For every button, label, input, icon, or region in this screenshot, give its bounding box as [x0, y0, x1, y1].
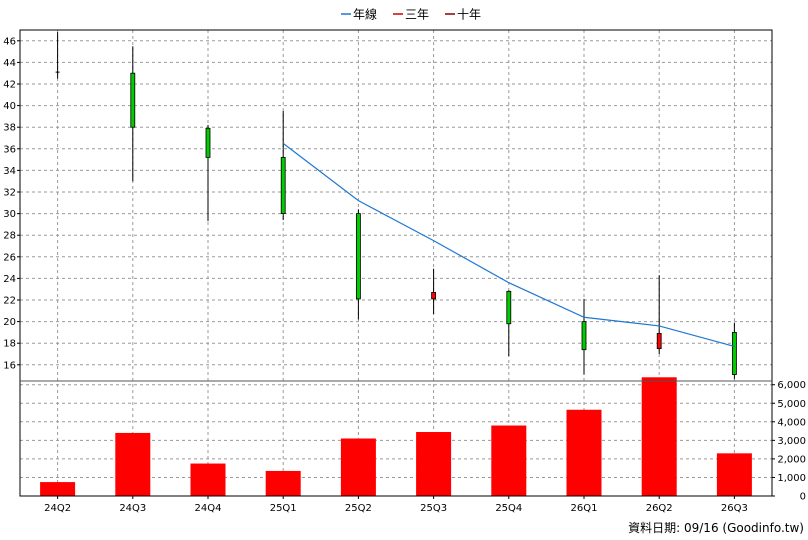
candle-body — [355, 213, 361, 300]
volume-axis-ticks: 0 1,000 2,000 3,000 4,000 5,000 6,000 — [772, 380, 806, 503]
volume-tick-label: 5,000 — [777, 399, 806, 410]
volume-bar — [40, 482, 76, 496]
volume-bar — [716, 453, 752, 496]
year-line — [282, 142, 735, 348]
price-tick-label: 20 — [3, 317, 16, 328]
x-tick-label: 25Q4 — [495, 503, 522, 514]
price-tick-label: 40 — [3, 101, 16, 112]
plot-frame — [19, 29, 773, 497]
x-tick-label: 24Q3 — [119, 503, 146, 514]
price-tick-label: 22 — [3, 296, 16, 307]
x-tick-label: 26Q1 — [571, 503, 598, 514]
price-tick-label: 26 — [3, 252, 16, 263]
volume-tick-label: 0 — [800, 492, 806, 503]
volume-bar — [641, 377, 677, 496]
candle-body — [732, 331, 737, 375]
x-tick-label: 25Q2 — [345, 503, 372, 514]
x-tick-label: 25Q3 — [420, 503, 447, 514]
price-tick-label: 16 — [3, 360, 16, 371]
volume-tick-label: 3,000 — [777, 436, 806, 447]
volume-bar — [340, 438, 376, 496]
legend: 年線 三年 十年 — [341, 7, 481, 22]
year-line-series — [282, 142, 735, 348]
volume-bar — [491, 425, 527, 496]
volume-tick-label: 6,000 — [777, 380, 806, 391]
x-tick-label: 24Q2 — [44, 503, 71, 514]
x-tick-label: 25Q1 — [270, 503, 297, 514]
x-axis-ticks: 24Q2 24Q3 24Q4 25Q1 25Q2 25Q3 25Q4 26Q1 26Q2 26Q3 — [44, 496, 748, 514]
candle-body — [431, 292, 437, 300]
price-tick-label: 30 — [3, 209, 16, 220]
plot-border — [19, 29, 773, 497]
price-tick-label: 38 — [3, 123, 16, 134]
volume-bar — [190, 463, 226, 496]
price-tick-label: 34 — [3, 166, 16, 177]
volume-bar — [265, 470, 301, 496]
price-tick-label: 36 — [3, 144, 16, 155]
price-tick-label: 42 — [3, 80, 16, 91]
candle-body — [280, 157, 286, 215]
volume-tick-label: 2,000 — [777, 454, 806, 465]
candle-body — [506, 290, 512, 325]
price-tick-label: 44 — [3, 58, 16, 69]
candle-body — [130, 72, 136, 128]
price-tick-label: 46 — [3, 36, 16, 47]
candle-body — [581, 321, 587, 351]
x-tick-label: 24Q4 — [195, 503, 222, 514]
candle-body — [656, 333, 662, 350]
volume-bar — [115, 432, 151, 496]
legend-label: 年線 — [353, 7, 377, 22]
candlesticks — [55, 32, 737, 379]
price-axis-ticks: 16 18 20 22 24 26 28 30 32 34 36 38 40 42 44 46 — [3, 36, 20, 371]
footer-source-date: 資料日期: 09/16 (Goodinfo.tw) — [628, 521, 804, 535]
legend-label: 十年 — [457, 8, 481, 22]
price-tick-label: 24 — [3, 274, 16, 285]
price-tick-label: 28 — [3, 231, 16, 242]
x-tick-label: 26Q3 — [721, 503, 748, 514]
x-tick-label: 26Q2 — [646, 503, 673, 514]
volume-bars — [40, 377, 752, 496]
price-tick-label: 32 — [3, 188, 16, 199]
volume-tick-label: 4,000 — [777, 417, 806, 428]
legend-label: 三年 — [405, 8, 429, 22]
price-tick-label: 18 — [3, 339, 16, 350]
volume-bar — [416, 432, 452, 496]
volume-bar — [566, 409, 602, 496]
volume-tick-label: 1,000 — [777, 473, 806, 484]
candle-body — [205, 127, 211, 158]
